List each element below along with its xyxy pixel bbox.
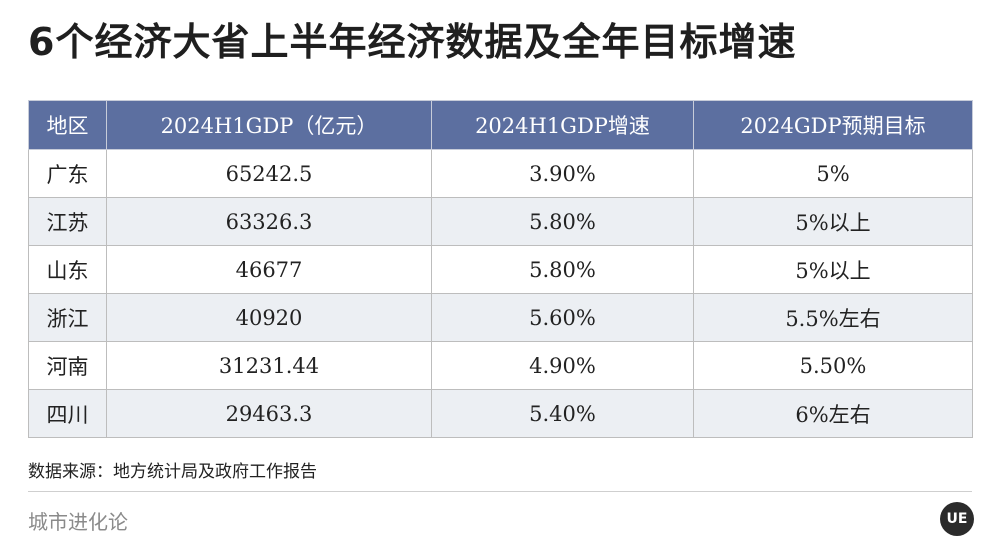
cell-region: 河南 (28, 341, 107, 390)
header-region: 地区 (28, 100, 107, 150)
page-title: 6个经济大省上半年经济数据及全年目标增速 (28, 20, 797, 64)
cell-growth: 5.80% (431, 245, 694, 294)
table-row: 山东 46677 5.80% 5%以上 (28, 245, 973, 294)
cell-region: 广东 (28, 149, 107, 198)
cell-growth: 5.40% (431, 389, 694, 438)
cell-gdp: 63326.3 (106, 197, 432, 246)
table-row: 广东 65242.5 3.90% 5% (28, 149, 973, 198)
table-row: 江苏 63326.3 5.80% 5%以上 (28, 197, 973, 246)
cell-gdp: 65242.5 (106, 149, 432, 198)
cell-region: 四川 (28, 389, 107, 438)
cell-gdp: 46677 (106, 245, 432, 294)
cell-target: 5% (693, 149, 973, 198)
gdp-table-container: 地区 2024H1GDP（亿元） 2024H1GDP增速 2024GDP预期目标… (28, 100, 973, 438)
cell-growth: 5.60% (431, 293, 694, 342)
cell-growth: 5.80% (431, 197, 694, 246)
header-target: 2024GDP预期目标 (693, 100, 973, 150)
cell-target: 5%以上 (693, 197, 973, 246)
cell-growth: 3.90% (431, 149, 694, 198)
brand-name: 城市进化论 (28, 510, 128, 534)
cell-target: 5.50% (693, 341, 973, 390)
header-growth: 2024H1GDP增速 (431, 100, 694, 150)
cell-region: 江苏 (28, 197, 107, 246)
ue-logo-icon: UE (940, 502, 974, 536)
cell-target: 5.5%左右 (693, 293, 973, 342)
data-source-note: 数据来源：地方统计局及政府工作报告 (28, 462, 317, 482)
cell-gdp: 40920 (106, 293, 432, 342)
table-row: 河南 31231.44 4.90% 5.50% (28, 341, 973, 390)
header-gdp: 2024H1GDP（亿元） (106, 100, 432, 150)
cell-gdp: 31231.44 (106, 341, 432, 390)
cell-target: 5%以上 (693, 245, 973, 294)
cell-gdp: 29463.3 (106, 389, 432, 438)
gdp-table: 地区 2024H1GDP（亿元） 2024H1GDP增速 2024GDP预期目标… (28, 100, 973, 438)
cell-region: 山东 (28, 245, 107, 294)
table-header-row: 地区 2024H1GDP（亿元） 2024H1GDP增速 2024GDP预期目标 (28, 100, 973, 150)
table-row: 四川 29463.3 5.40% 6%左右 (28, 389, 973, 438)
cell-target: 6%左右 (693, 389, 973, 438)
footer-divider (28, 491, 972, 492)
cell-region: 浙江 (28, 293, 107, 342)
table-row: 浙江 40920 5.60% 5.5%左右 (28, 293, 973, 342)
cell-growth: 4.90% (431, 341, 694, 390)
